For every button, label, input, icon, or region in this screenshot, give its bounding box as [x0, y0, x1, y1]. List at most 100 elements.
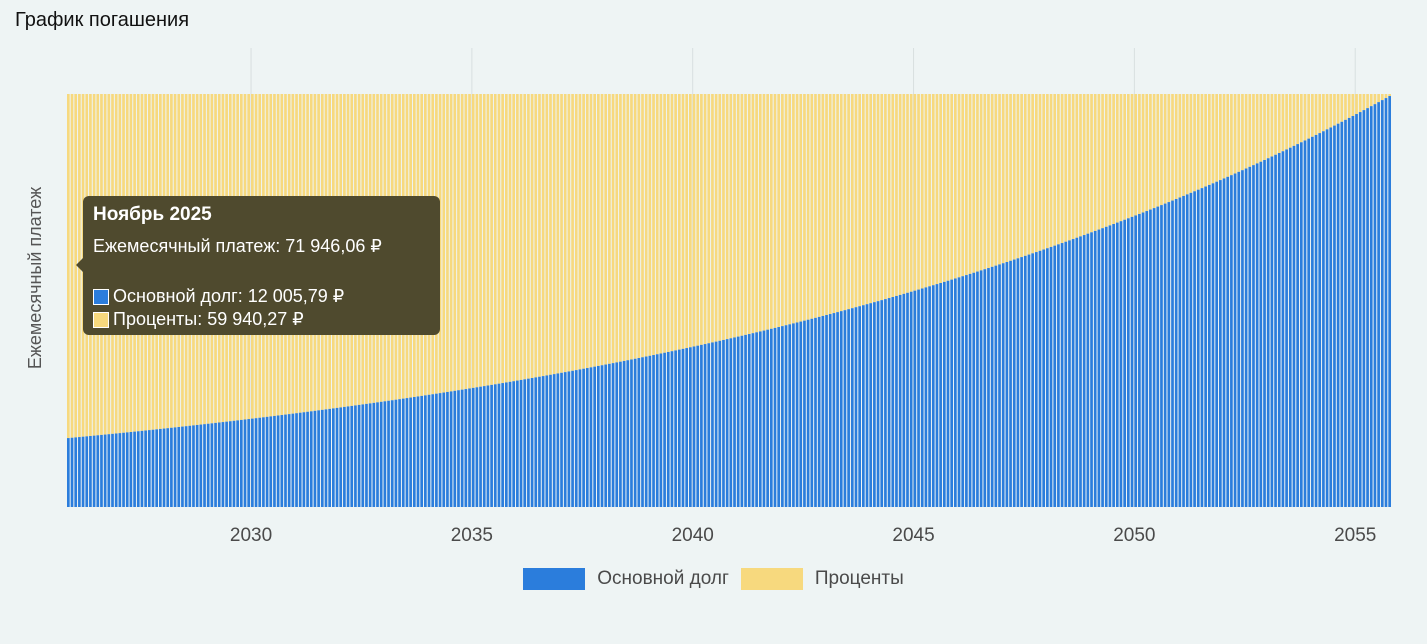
bar-principal[interactable]	[1138, 213, 1141, 507]
bar-interest[interactable]	[906, 94, 909, 293]
bar-interest[interactable]	[1156, 94, 1160, 207]
bar-principal[interactable]	[1230, 175, 1233, 508]
bar-principal[interactable]	[1248, 166, 1252, 508]
bar-principal[interactable]	[817, 316, 821, 507]
bar-principal[interactable]	[998, 264, 1001, 507]
bar-principal[interactable]	[1358, 112, 1362, 507]
bar-principal[interactable]	[762, 330, 766, 507]
bar-interest[interactable]	[1145, 94, 1149, 212]
bar-principal[interactable]	[1384, 98, 1388, 508]
bar-interest[interactable]	[560, 94, 563, 373]
bar-principal[interactable]	[269, 416, 273, 507]
bar-interest[interactable]	[1222, 94, 1226, 179]
bar-interest[interactable]	[70, 94, 74, 438]
bar-interest[interactable]	[769, 94, 773, 329]
bar-interest[interactable]	[1259, 94, 1263, 162]
bar-interest[interactable]	[758, 94, 762, 332]
bar-principal[interactable]	[412, 397, 416, 507]
bar-principal[interactable]	[1237, 171, 1241, 508]
bar-principal[interactable]	[1299, 142, 1303, 508]
bar-principal[interactable]	[781, 326, 784, 507]
bar-interest[interactable]	[887, 94, 891, 299]
bar-principal[interactable]	[446, 391, 449, 507]
bar-principal[interactable]	[887, 298, 891, 507]
bar-principal[interactable]	[740, 335, 744, 507]
bar-interest[interactable]	[747, 94, 751, 335]
bar-principal[interactable]	[291, 413, 295, 507]
bar-principal[interactable]	[1079, 236, 1082, 507]
bar-interest[interactable]	[1101, 94, 1104, 229]
bar-principal[interactable]	[1174, 199, 1178, 507]
bar-interest[interactable]	[655, 94, 659, 355]
bar-principal[interactable]	[1075, 237, 1079, 507]
bar-principal[interactable]	[619, 361, 622, 507]
bar-principal[interactable]	[453, 390, 457, 507]
bar-interest[interactable]	[939, 94, 942, 283]
bar-interest[interactable]	[781, 94, 784, 327]
bar-interest[interactable]	[1119, 94, 1123, 222]
bar-principal[interactable]	[950, 279, 954, 507]
bar-interest[interactable]	[1027, 94, 1031, 255]
bar-interest[interactable]	[865, 94, 869, 305]
bar-interest[interactable]	[1288, 94, 1292, 148]
bar-interest[interactable]	[1215, 94, 1219, 182]
bar-principal[interactable]	[1108, 225, 1112, 508]
bar-principal[interactable]	[696, 345, 700, 507]
bar-principal[interactable]	[372, 402, 376, 507]
bar-principal[interactable]	[228, 421, 232, 507]
bar-principal[interactable]	[733, 337, 736, 507]
bar-principal[interactable]	[556, 373, 560, 507]
bar-principal[interactable]	[1366, 108, 1369, 508]
bar-interest[interactable]	[924, 94, 928, 288]
bar-principal[interactable]	[773, 327, 777, 507]
bar-principal[interactable]	[512, 381, 516, 507]
bar-principal[interactable]	[107, 434, 111, 507]
bar-principal[interactable]	[195, 424, 199, 507]
bar-interest[interactable]	[1060, 94, 1064, 244]
bar-principal[interactable]	[78, 437, 81, 507]
bar-principal[interactable]	[523, 379, 527, 507]
bar-principal[interactable]	[560, 372, 563, 507]
bar-principal[interactable]	[1226, 176, 1230, 507]
bar-interest[interactable]	[1160, 94, 1163, 206]
bar-principal[interactable]	[655, 354, 659, 507]
bar-principal[interactable]	[902, 293, 906, 507]
bar-interest[interactable]	[703, 94, 707, 345]
bar-interest[interactable]	[538, 94, 541, 377]
bar-interest[interactable]	[652, 94, 655, 356]
bar-principal[interactable]	[1314, 134, 1318, 507]
bar-interest[interactable]	[512, 94, 516, 382]
bar-principal[interactable]	[630, 359, 633, 507]
bar-principal[interactable]	[92, 435, 96, 507]
bar-principal[interactable]	[1020, 257, 1023, 507]
bar-interest[interactable]	[464, 94, 468, 390]
bar-principal[interactable]	[873, 302, 876, 507]
bar-interest[interactable]	[582, 94, 585, 369]
bar-principal[interactable]	[1333, 125, 1336, 508]
bar-principal[interactable]	[129, 432, 133, 507]
bar-principal[interactable]	[100, 434, 103, 507]
bar-interest[interactable]	[1071, 94, 1075, 240]
bar-principal[interactable]	[1171, 200, 1174, 508]
bar-interest[interactable]	[696, 94, 700, 346]
bar-interest[interactable]	[884, 94, 887, 300]
bar-principal[interactable]	[924, 287, 928, 507]
bar-principal[interactable]	[865, 304, 869, 507]
bar-principal[interactable]	[177, 426, 181, 507]
bar-principal[interactable]	[718, 340, 722, 507]
bar-interest[interactable]	[1241, 94, 1244, 171]
bar-principal[interactable]	[1012, 259, 1016, 507]
bar-principal[interactable]	[946, 280, 950, 507]
bar-interest[interactable]	[608, 94, 611, 364]
bar-principal[interactable]	[994, 265, 998, 507]
bar-interest[interactable]	[497, 94, 501, 384]
bar-principal[interactable]	[1042, 249, 1046, 507]
bar-principal[interactable]	[1082, 235, 1086, 507]
bar-principal[interactable]	[534, 377, 538, 507]
bar-principal[interactable]	[516, 380, 519, 507]
bar-principal[interactable]	[497, 383, 501, 507]
bar-interest[interactable]	[460, 94, 464, 390]
bar-principal[interactable]	[689, 347, 692, 507]
bar-interest[interactable]	[1226, 94, 1230, 177]
bar-principal[interactable]	[442, 392, 446, 507]
